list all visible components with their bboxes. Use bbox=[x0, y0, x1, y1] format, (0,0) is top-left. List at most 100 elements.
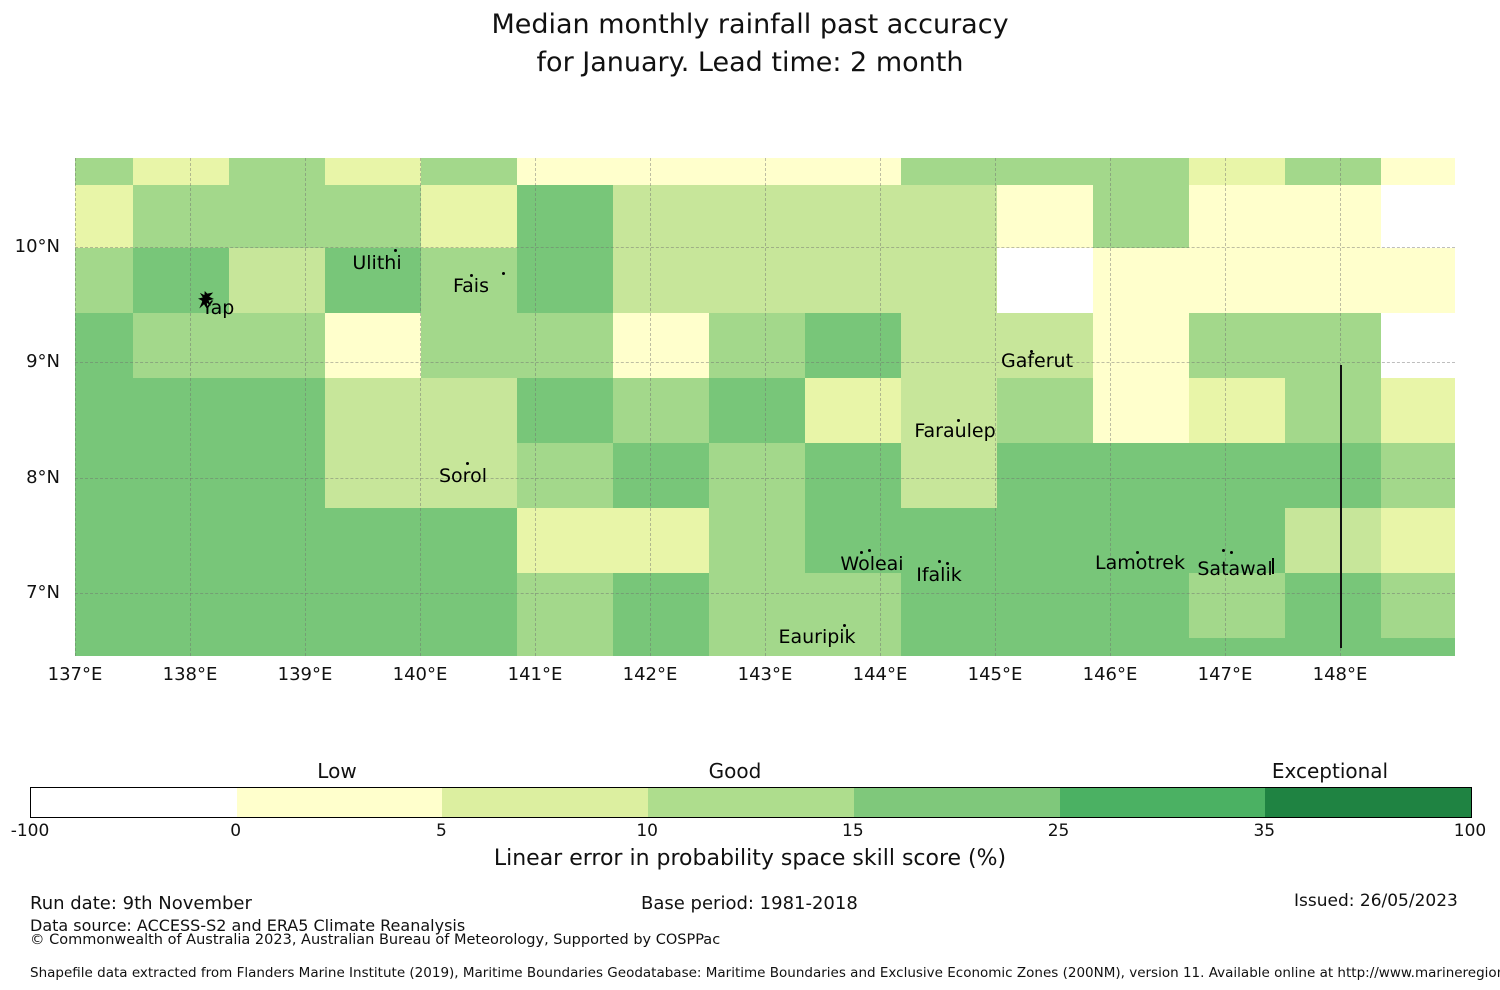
meridian-gridline bbox=[1225, 158, 1226, 656]
meridian-gridline bbox=[1110, 158, 1111, 656]
map-cell bbox=[1381, 313, 1455, 378]
parallel-gridline bbox=[75, 478, 1455, 479]
meridian-gridline bbox=[650, 158, 651, 656]
island-marker-dot bbox=[1136, 551, 1139, 554]
colorbar-axis-label: Linear error in probability space skill … bbox=[493, 846, 1007, 871]
map-cell bbox=[901, 378, 997, 443]
map-cell bbox=[1093, 158, 1189, 185]
chart-title: Median monthly rainfall past accuracy fo… bbox=[0, 6, 1500, 82]
map-cell bbox=[133, 508, 229, 573]
island-label-faraulep: Faraulep bbox=[914, 420, 996, 442]
map-cell bbox=[613, 313, 709, 378]
map-cell bbox=[1285, 248, 1381, 313]
map-cell bbox=[229, 508, 325, 573]
island-marker-dot bbox=[860, 551, 863, 554]
island-marker-dot bbox=[1030, 350, 1033, 353]
map-cell bbox=[805, 248, 901, 313]
map-cell bbox=[997, 378, 1093, 443]
island-label-lamotrek: Lamotrek bbox=[1095, 552, 1185, 574]
map-cell bbox=[133, 185, 229, 248]
map-cell bbox=[709, 185, 805, 248]
map-cell bbox=[901, 573, 997, 638]
map-cell bbox=[325, 248, 421, 313]
map-cell bbox=[997, 508, 1093, 573]
map-cell bbox=[133, 443, 229, 508]
island-marker-dot bbox=[946, 562, 949, 565]
x-tick-label: 141°E bbox=[507, 664, 563, 685]
map-cell bbox=[325, 443, 421, 508]
map-cell bbox=[1189, 638, 1285, 656]
map-cell bbox=[805, 443, 901, 508]
map-cell bbox=[1093, 248, 1189, 313]
map-cell bbox=[517, 378, 613, 443]
island-label-ifalik: Ifalik bbox=[916, 564, 962, 586]
map-cell bbox=[613, 638, 709, 656]
chart-title-line1: Median monthly rainfall past accuracy bbox=[491, 9, 1009, 40]
y-tick-label: 10°N bbox=[14, 236, 60, 257]
map-cell bbox=[1285, 443, 1381, 508]
map-cell bbox=[325, 158, 421, 185]
map-cell bbox=[709, 638, 805, 656]
map-cell bbox=[229, 443, 325, 508]
colorbar-segment bbox=[853, 788, 1061, 817]
map-cell bbox=[901, 185, 997, 248]
map-cell bbox=[325, 185, 421, 248]
x-tick-label: 138°E bbox=[162, 664, 218, 685]
x-tick-label: 137°E bbox=[47, 664, 103, 685]
map-cell bbox=[421, 313, 517, 378]
copyright-text: © Commonwealth of Australia 2023, Austra… bbox=[30, 932, 721, 948]
meridian-gridline bbox=[995, 158, 996, 656]
map-cell bbox=[421, 185, 517, 248]
island-label-yap: Yap bbox=[201, 297, 235, 319]
meridian-gridline bbox=[305, 158, 306, 656]
map-cell bbox=[325, 313, 421, 378]
island-marker-dot bbox=[868, 549, 871, 552]
map-cell bbox=[421, 638, 517, 656]
map-cell bbox=[1189, 443, 1285, 508]
map-cell bbox=[1381, 185, 1455, 248]
map-cell bbox=[1381, 508, 1455, 573]
map-cell bbox=[1381, 248, 1455, 313]
map-cell bbox=[1093, 573, 1189, 638]
map-cell bbox=[709, 378, 805, 443]
map-cell bbox=[517, 313, 613, 378]
map-cell bbox=[1189, 508, 1285, 573]
map-cell bbox=[709, 248, 805, 313]
map-cell bbox=[517, 508, 613, 573]
island-marker-dot bbox=[1230, 551, 1233, 554]
map-cell bbox=[133, 573, 229, 638]
map-cell bbox=[229, 248, 325, 313]
colorbar-segment bbox=[31, 788, 238, 817]
map-cell bbox=[901, 248, 997, 313]
map-cell bbox=[709, 573, 805, 638]
colorbar-tick-label: 15 bbox=[842, 821, 864, 841]
x-tick-label: 139°E bbox=[277, 664, 333, 685]
island-marker-dot bbox=[470, 274, 473, 277]
colorbar-tick-label: 25 bbox=[1047, 821, 1070, 841]
colorbar-segment bbox=[442, 788, 649, 817]
y-tick-label: 9°N bbox=[26, 351, 60, 372]
island-label-eauripik: Eauripik bbox=[778, 626, 856, 648]
map-cell bbox=[75, 443, 133, 508]
map-cell bbox=[75, 638, 133, 656]
island-label-fais: Fais bbox=[452, 275, 489, 297]
map-cell bbox=[1189, 248, 1285, 313]
map-cell bbox=[133, 638, 229, 656]
island-label-satawal: Satawal bbox=[1197, 558, 1273, 580]
colorbar-segment bbox=[1059, 788, 1266, 817]
map-cell bbox=[517, 248, 613, 313]
map-cell bbox=[1189, 573, 1285, 638]
map-cell bbox=[613, 573, 709, 638]
map-cell bbox=[229, 158, 325, 185]
island-marker-dot bbox=[394, 249, 397, 252]
x-tick-label: 140°E bbox=[392, 664, 448, 685]
map-cell bbox=[709, 313, 805, 378]
colorbar-segment bbox=[648, 788, 855, 817]
data-source-text: Data source: ACCESS-S2 and ERA5 Climate … bbox=[30, 916, 466, 935]
map-cell bbox=[1381, 378, 1455, 443]
map-cell bbox=[421, 378, 517, 443]
map-cell bbox=[805, 508, 901, 573]
x-tick-label: 146°E bbox=[1082, 664, 1138, 685]
map-cell bbox=[229, 573, 325, 638]
